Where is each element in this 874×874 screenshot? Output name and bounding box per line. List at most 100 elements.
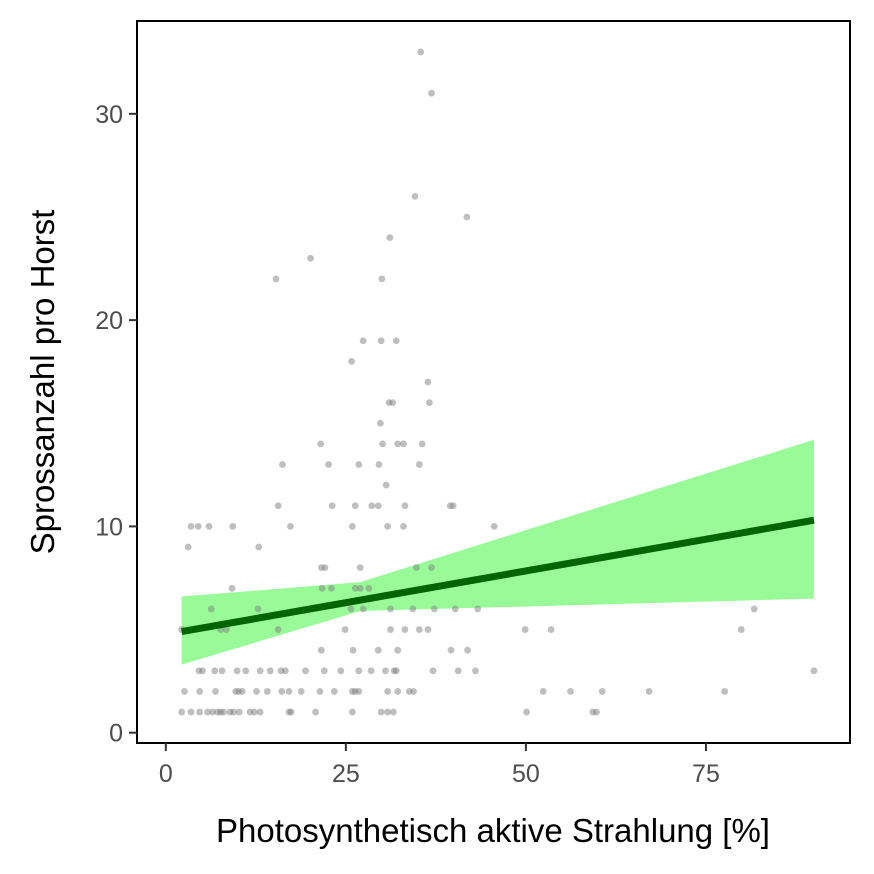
data-point xyxy=(472,667,479,675)
data-point xyxy=(272,275,280,283)
data-point xyxy=(389,399,397,407)
data-point xyxy=(347,605,355,613)
x-tick-label: 50 xyxy=(512,760,540,788)
data-point xyxy=(377,337,385,345)
data-point xyxy=(348,523,356,530)
data-point xyxy=(394,440,402,448)
data-point xyxy=(317,646,325,654)
data-point xyxy=(474,605,482,613)
data-point xyxy=(328,584,335,592)
data-point xyxy=(320,667,328,675)
fit-line-layer xyxy=(181,516,815,636)
data-point xyxy=(355,667,363,675)
data-point xyxy=(199,667,206,675)
data-point xyxy=(204,708,211,716)
data-point xyxy=(384,688,392,695)
data-point xyxy=(220,708,227,716)
data-point xyxy=(212,688,219,695)
data-point xyxy=(281,667,289,675)
data-point xyxy=(230,708,237,716)
data-point xyxy=(318,584,326,592)
x-axis: 0 25 50 75 xyxy=(159,743,720,788)
data-point xyxy=(297,688,305,695)
data-points-layer xyxy=(178,48,818,716)
data-point xyxy=(325,461,332,468)
data-point xyxy=(341,626,349,633)
data-point xyxy=(287,523,294,530)
data-point xyxy=(377,708,385,716)
data-point xyxy=(645,688,653,695)
data-point xyxy=(417,48,425,56)
y-tick-label: 0 xyxy=(109,720,123,748)
data-point xyxy=(392,337,400,345)
data-point xyxy=(463,213,471,221)
data-point xyxy=(359,337,367,345)
data-point xyxy=(256,667,264,675)
confidence-band xyxy=(181,439,814,665)
y-tick-label: 30 xyxy=(95,101,123,129)
data-point xyxy=(178,708,186,716)
data-point xyxy=(431,605,438,613)
data-point xyxy=(184,543,192,551)
data-point xyxy=(593,708,600,716)
data-point xyxy=(196,688,204,695)
data-point xyxy=(374,646,382,654)
data-point xyxy=(721,688,729,695)
data-point xyxy=(392,667,400,675)
data-point xyxy=(285,688,293,695)
data-point xyxy=(426,399,433,407)
data-point xyxy=(218,667,226,675)
data-point xyxy=(351,584,359,592)
data-point xyxy=(384,708,392,716)
data-point xyxy=(567,688,574,695)
data-point xyxy=(250,708,258,716)
data-point xyxy=(356,564,364,572)
data-point xyxy=(547,626,555,633)
x-tick-label: 25 xyxy=(332,760,360,788)
data-point xyxy=(238,688,246,695)
data-point xyxy=(374,502,382,510)
data-point xyxy=(359,605,367,613)
data-point xyxy=(490,523,498,530)
data-point xyxy=(328,502,336,510)
data-point xyxy=(413,564,420,572)
data-point xyxy=(274,502,282,510)
data-point xyxy=(394,688,402,695)
data-point xyxy=(415,626,423,633)
data-point xyxy=(375,461,383,468)
y-tick-label: 20 xyxy=(95,307,123,335)
data-point xyxy=(229,523,237,530)
data-point xyxy=(386,234,394,242)
data-point xyxy=(312,708,320,716)
data-point xyxy=(307,254,314,262)
y-axis-title: Sprossanzahl pro Horst xyxy=(24,210,61,555)
data-point xyxy=(194,523,202,530)
data-point xyxy=(377,419,384,427)
data-point xyxy=(379,440,386,448)
data-point xyxy=(321,564,329,572)
data-point xyxy=(429,667,437,675)
data-point xyxy=(411,192,419,200)
data-point xyxy=(351,502,359,510)
data-point xyxy=(274,626,282,633)
data-point xyxy=(211,667,219,675)
data-point xyxy=(348,357,356,365)
data-point xyxy=(382,667,389,675)
data-point xyxy=(356,584,364,592)
data-point xyxy=(205,523,213,530)
data-point xyxy=(355,688,363,695)
data-point xyxy=(523,708,531,716)
regression-line xyxy=(181,516,815,636)
data-point xyxy=(365,584,373,592)
plot-panel-border xyxy=(136,20,851,744)
data-point xyxy=(415,461,423,468)
data-point xyxy=(266,667,274,675)
data-point xyxy=(424,378,432,386)
data-point xyxy=(302,667,309,675)
data-point xyxy=(387,626,394,633)
data-point xyxy=(253,688,260,695)
data-point xyxy=(287,708,295,716)
data-point xyxy=(228,584,236,592)
data-point xyxy=(400,523,407,530)
data-point xyxy=(539,688,547,695)
